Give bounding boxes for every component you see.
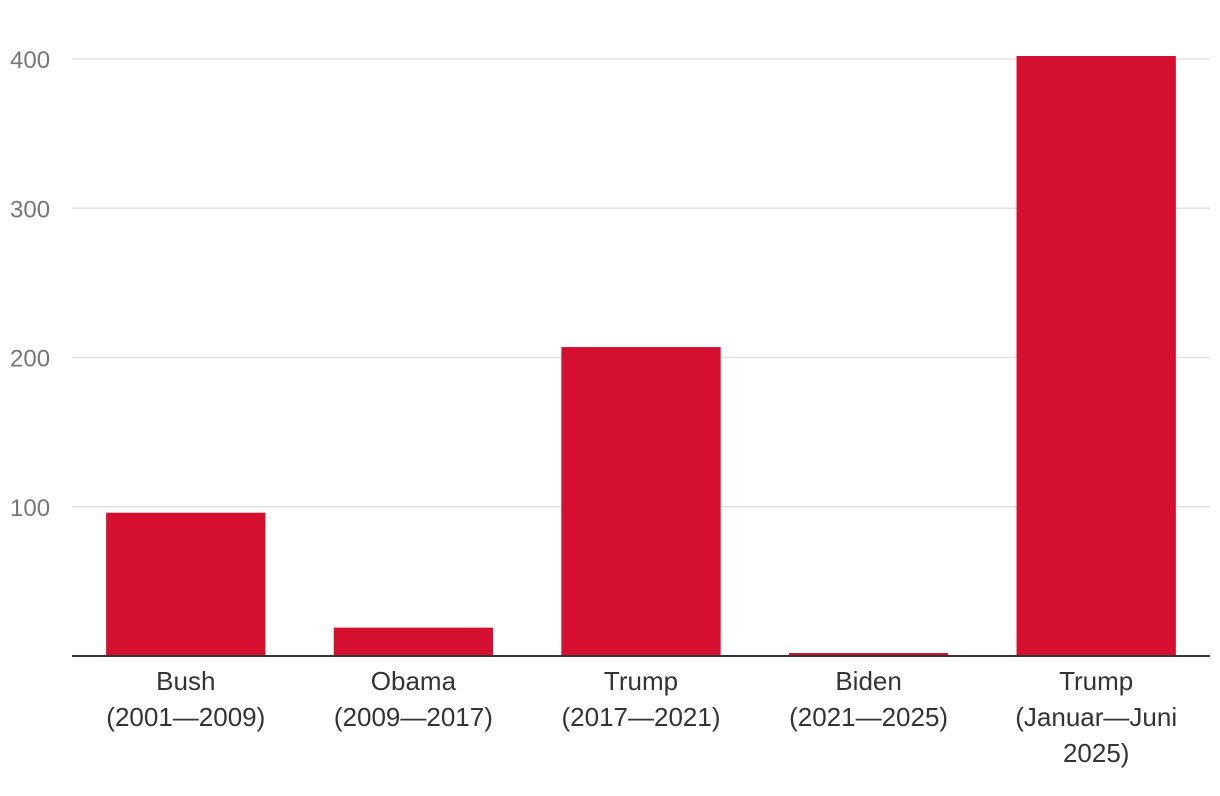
x-category-label: Biden (2021—2025) [789, 666, 948, 732]
bar [1016, 56, 1176, 656]
x-category-label: Trump (Januar—Juni 2025) [1015, 666, 1177, 768]
bar [788, 653, 949, 656]
bar [106, 512, 266, 656]
y-tick-label: 200 [10, 346, 50, 373]
bar [561, 347, 721, 656]
x-category-label: Trump (2017—2021) [562, 666, 721, 732]
bars [106, 56, 1176, 656]
y-axis-tick-labels: 100 200 300 400 [10, 47, 50, 522]
y-tick-label: 400 [10, 47, 50, 74]
x-category-label: Bush (2001—2009) [106, 666, 265, 732]
bar [333, 627, 494, 656]
y-tick-label: 100 [10, 495, 50, 522]
x-axis-category-labels: Bush (2001—2009) Obama (2009—2017) Trump (201… [106, 666, 1177, 768]
y-tick-label: 300 [10, 196, 50, 223]
x-category-label: Obama (2009—2017) [334, 666, 493, 732]
